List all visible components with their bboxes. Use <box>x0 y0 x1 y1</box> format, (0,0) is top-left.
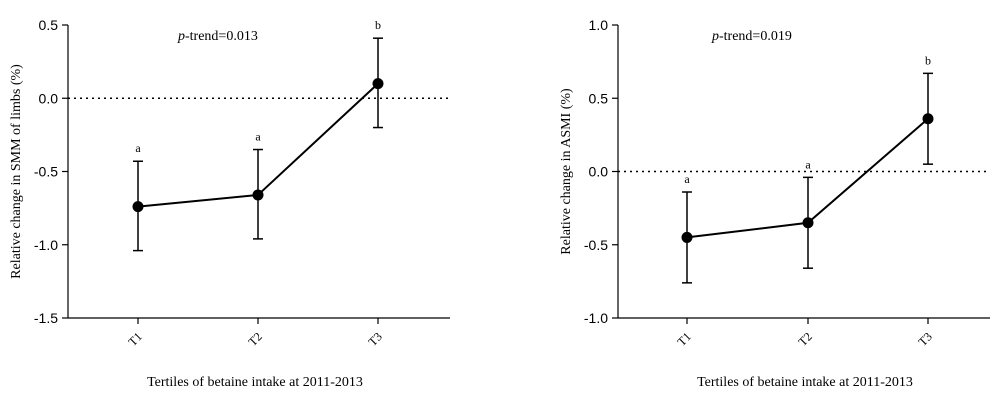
data-point <box>681 231 693 243</box>
data-point <box>132 201 144 213</box>
y-tick-label: 0.5 <box>589 90 609 106</box>
x-axis-title: Tertiles of betaine intake at 2011-2013 <box>147 375 363 390</box>
data-point <box>922 113 934 125</box>
chart-panel-left: 0.5 0.0 -0.5 -1.0 -1.5 T1 T2 T3 a a b p-trend=0.013… <box>9 17 450 390</box>
p-trend-italic-p: p <box>177 29 185 44</box>
y-tick-label: -1.0 <box>584 310 608 326</box>
y-axis-title: Relative change in ASMI (%) <box>559 88 574 255</box>
significance-label: b <box>375 18 381 32</box>
significance-label: a <box>255 130 261 144</box>
y-tick-label: -0.5 <box>584 237 608 253</box>
y-tick-label: 1.0 <box>589 17 609 33</box>
chart-panel-right: 1.0 0.5 0.0 -0.5 -1.0 T1 T2 T3 a a b p-trend=0.019 T… <box>559 17 990 390</box>
x-tick-label: T3 <box>366 330 385 349</box>
x-tick-label: T1 <box>126 330 145 349</box>
data-point <box>802 217 814 229</box>
x-tick-label: T2 <box>796 330 815 349</box>
y-axis-title: Relative change in SMM of limbs (%) <box>9 64 24 279</box>
y-tick-label: 0.0 <box>589 164 609 180</box>
x-tick-label: T2 <box>246 330 265 349</box>
p-trend-value: -trend=0.013 <box>185 29 258 44</box>
data-point <box>372 78 384 90</box>
y-tick-label: 0.5 <box>39 17 59 33</box>
x-tick-label: T1 <box>675 330 694 349</box>
p-trend-annotation: p-trend=0.019 <box>711 29 792 44</box>
y-tick-label: -0.5 <box>34 164 58 180</box>
p-trend-italic-p: p <box>711 29 719 44</box>
x-axis-title: Tertiles of betaine intake at 2011-2013 <box>697 375 913 390</box>
y-tick-label: -1.5 <box>34 310 58 326</box>
x-tick-label: T3 <box>916 330 935 349</box>
significance-label: b <box>925 53 931 67</box>
significance-label: a <box>135 141 141 155</box>
y-tick-label: 0.0 <box>39 90 59 106</box>
p-trend-value: -trend=0.019 <box>719 29 792 44</box>
y-tick-label: -1.0 <box>34 237 58 253</box>
data-point <box>252 189 264 201</box>
significance-label: a <box>684 172 690 186</box>
significance-label: a <box>805 157 811 171</box>
p-trend-annotation: p-trend=0.013 <box>177 29 258 44</box>
